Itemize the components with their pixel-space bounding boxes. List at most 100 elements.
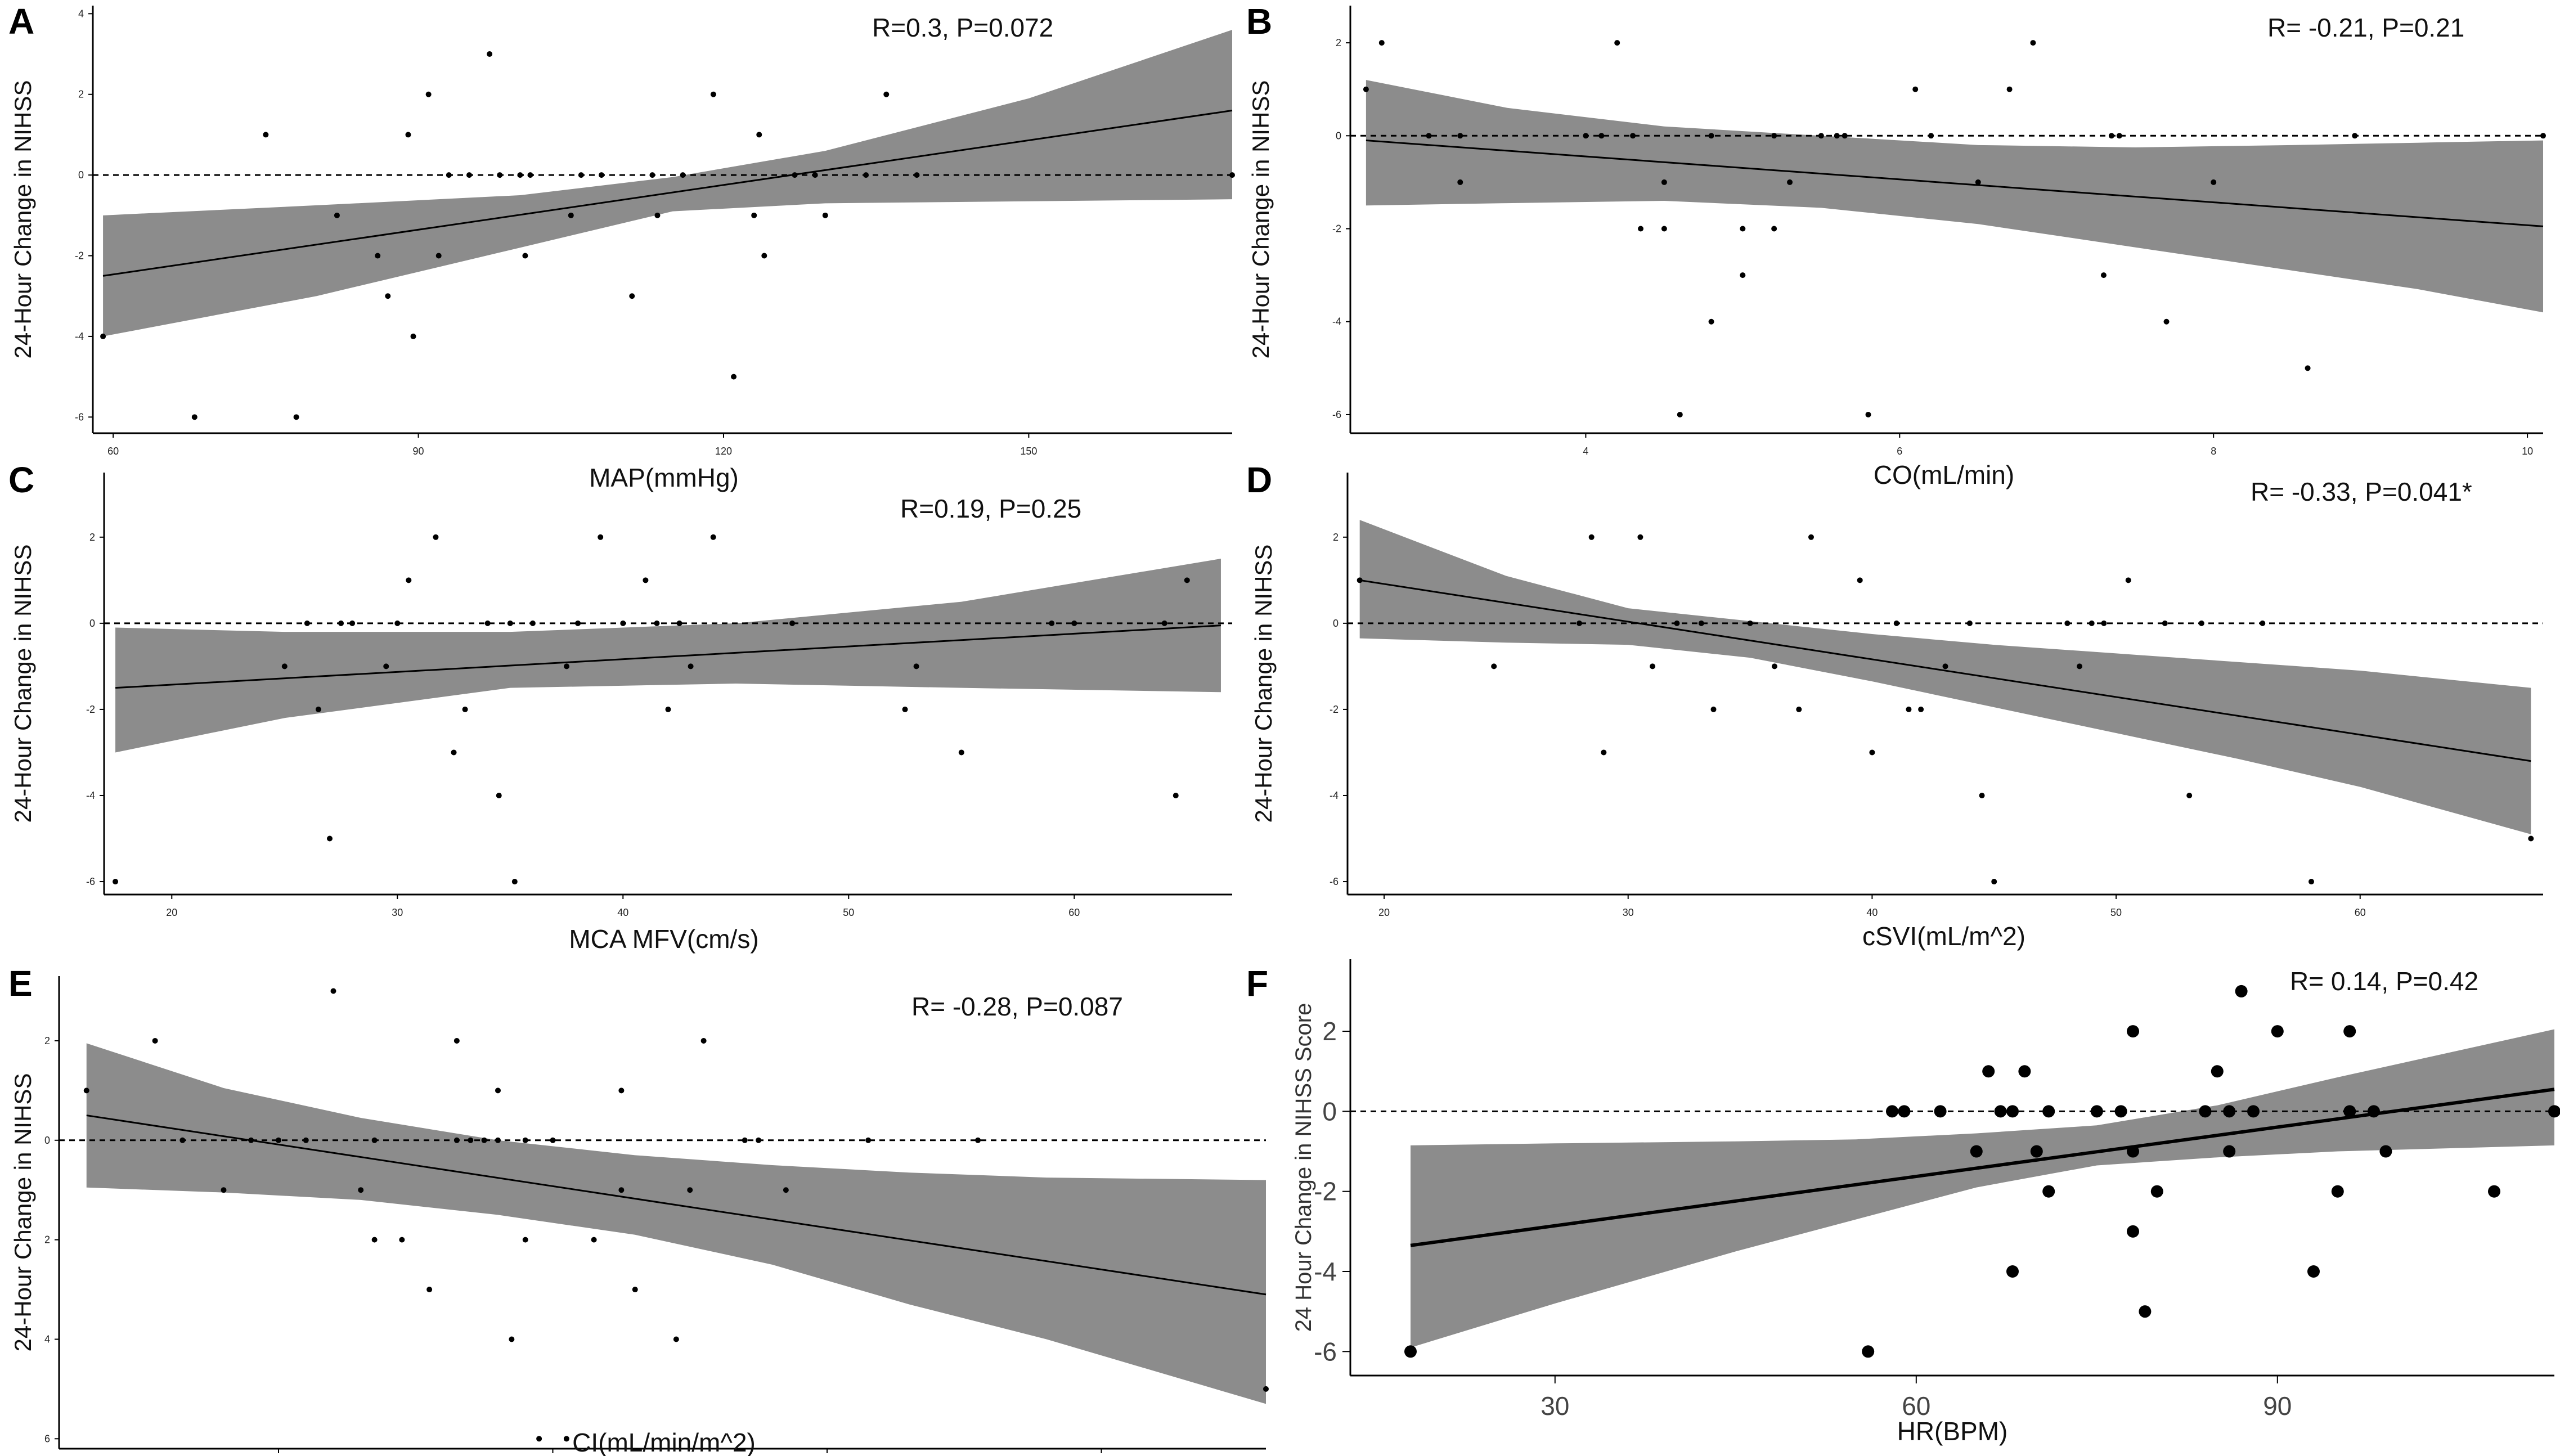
- data-point: [1661, 179, 1667, 185]
- panel-d: 20 30 40 50 60 -6 -4 -2 0 2 cSVI(mL/m^2) 24-Hour Ch…: [1246, 460, 2543, 951]
- data-point: [1975, 179, 1981, 185]
- y-tick-label: -6: [1330, 876, 1339, 887]
- data-point: [1979, 792, 1985, 798]
- stats-annotation: R= 0.14, P=0.42: [2290, 967, 2478, 996]
- data-point: [1842, 133, 1848, 139]
- data-point: [1650, 663, 1656, 669]
- data-point: [700, 1037, 707, 1044]
- data-point: [563, 1436, 569, 1442]
- data-point: [2540, 133, 2546, 139]
- data-point: [468, 1137, 474, 1143]
- data-point: [466, 172, 472, 178]
- data-point: [1787, 179, 1793, 185]
- data-point: [742, 1137, 748, 1143]
- data-point: [2064, 620, 2071, 626]
- y-tick-label: 2: [89, 532, 95, 543]
- data-point: [2379, 1145, 2392, 1158]
- data-point: [451, 749, 457, 756]
- data-point: [2352, 133, 2358, 139]
- x-tick-label: 40: [1866, 907, 1878, 918]
- data-point: [375, 253, 381, 259]
- data-point: [406, 577, 412, 583]
- y-tick-label: -6: [86, 876, 95, 887]
- data-point: [2186, 792, 2193, 798]
- data-point: [2548, 1105, 2560, 1118]
- panel-letter: A: [8, 1, 34, 42]
- data-point: [1982, 1065, 1995, 1078]
- y-tick-label: 0: [78, 169, 84, 181]
- data-point: [1808, 534, 1814, 540]
- data-point: [1677, 411, 1683, 417]
- data-point: [2114, 1105, 2127, 1118]
- data-point: [1491, 663, 1497, 669]
- data-point: [1598, 133, 1605, 139]
- data-point: [522, 1137, 528, 1143]
- y-axis-label: 24-Hour Change in NIHSS: [1250, 545, 1277, 823]
- data-point: [330, 988, 336, 994]
- data-point: [620, 620, 626, 626]
- panel-letter: F: [1246, 963, 1268, 1004]
- panel-letter: E: [8, 963, 33, 1004]
- y-axis-label: 24 Hour Change in NIHSS Score: [1291, 1003, 1316, 1332]
- data-point: [2211, 179, 2217, 185]
- data-point: [113, 879, 119, 885]
- x-tick-label: 20: [1378, 907, 1390, 918]
- data-point: [1886, 1105, 1898, 1118]
- data-point: [598, 534, 604, 540]
- y-tick-label: -4: [75, 331, 84, 342]
- data-point: [1857, 577, 1863, 583]
- y-tick-label: 2: [1322, 1017, 1337, 1046]
- data-point: [792, 172, 798, 178]
- y-tick-label: -6: [1332, 409, 1341, 420]
- data-point: [248, 1137, 254, 1143]
- data-point: [453, 1137, 460, 1143]
- data-point: [383, 663, 389, 669]
- data-point: [1991, 879, 1997, 885]
- y-tick-label: -4: [86, 790, 95, 801]
- x-axis-label: MAP(mmHg): [589, 463, 739, 492]
- data-point: [349, 620, 356, 626]
- data-point: [517, 172, 523, 178]
- data-point: [410, 333, 416, 339]
- data-point: [1708, 318, 1714, 325]
- data-point: [654, 620, 660, 626]
- data-point: [303, 1137, 309, 1143]
- data-point: [1834, 133, 1840, 139]
- data-point: [1966, 620, 1973, 626]
- y-tick-label: 0: [1322, 1097, 1337, 1126]
- data-point: [509, 1336, 515, 1342]
- data-point: [1457, 133, 1463, 139]
- regression-line: [115, 624, 1221, 689]
- data-point: [327, 835, 333, 842]
- y-tick-label: -2: [75, 250, 84, 262]
- data-point: [497, 172, 503, 178]
- data-point: [822, 212, 828, 218]
- data-point: [618, 1087, 625, 1094]
- data-point: [710, 91, 716, 97]
- data-point: [1630, 133, 1636, 139]
- data-point: [2100, 272, 2107, 278]
- x-axis-label: cSVI(mL/m^2): [1862, 922, 2025, 951]
- data-point: [1637, 534, 1643, 540]
- x-tick-label: 6: [1897, 446, 1902, 457]
- data-point: [536, 1436, 542, 1442]
- data-point: [83, 1087, 89, 1094]
- data-point: [276, 1137, 281, 1143]
- data-point: [632, 1287, 638, 1293]
- data-point: [1906, 706, 1912, 712]
- y-tick-label: 2: [44, 1035, 50, 1046]
- data-point: [1818, 133, 1824, 139]
- data-point: [1638, 226, 1644, 232]
- y-tick-label: -2: [1314, 1177, 1337, 1206]
- data-point: [975, 1137, 981, 1143]
- x-tick-label: 60: [1068, 907, 1080, 918]
- data-point: [433, 534, 439, 540]
- x-tick-label: 150: [1020, 446, 1037, 457]
- y-tick-label: 0: [1336, 130, 1341, 141]
- data-point: [2199, 1105, 2212, 1118]
- data-point: [1614, 40, 1620, 46]
- x-tick-label: 10: [2522, 446, 2533, 457]
- data-point: [358, 1187, 364, 1193]
- data-point: [484, 620, 491, 626]
- y-tick-label: -2: [1330, 704, 1339, 715]
